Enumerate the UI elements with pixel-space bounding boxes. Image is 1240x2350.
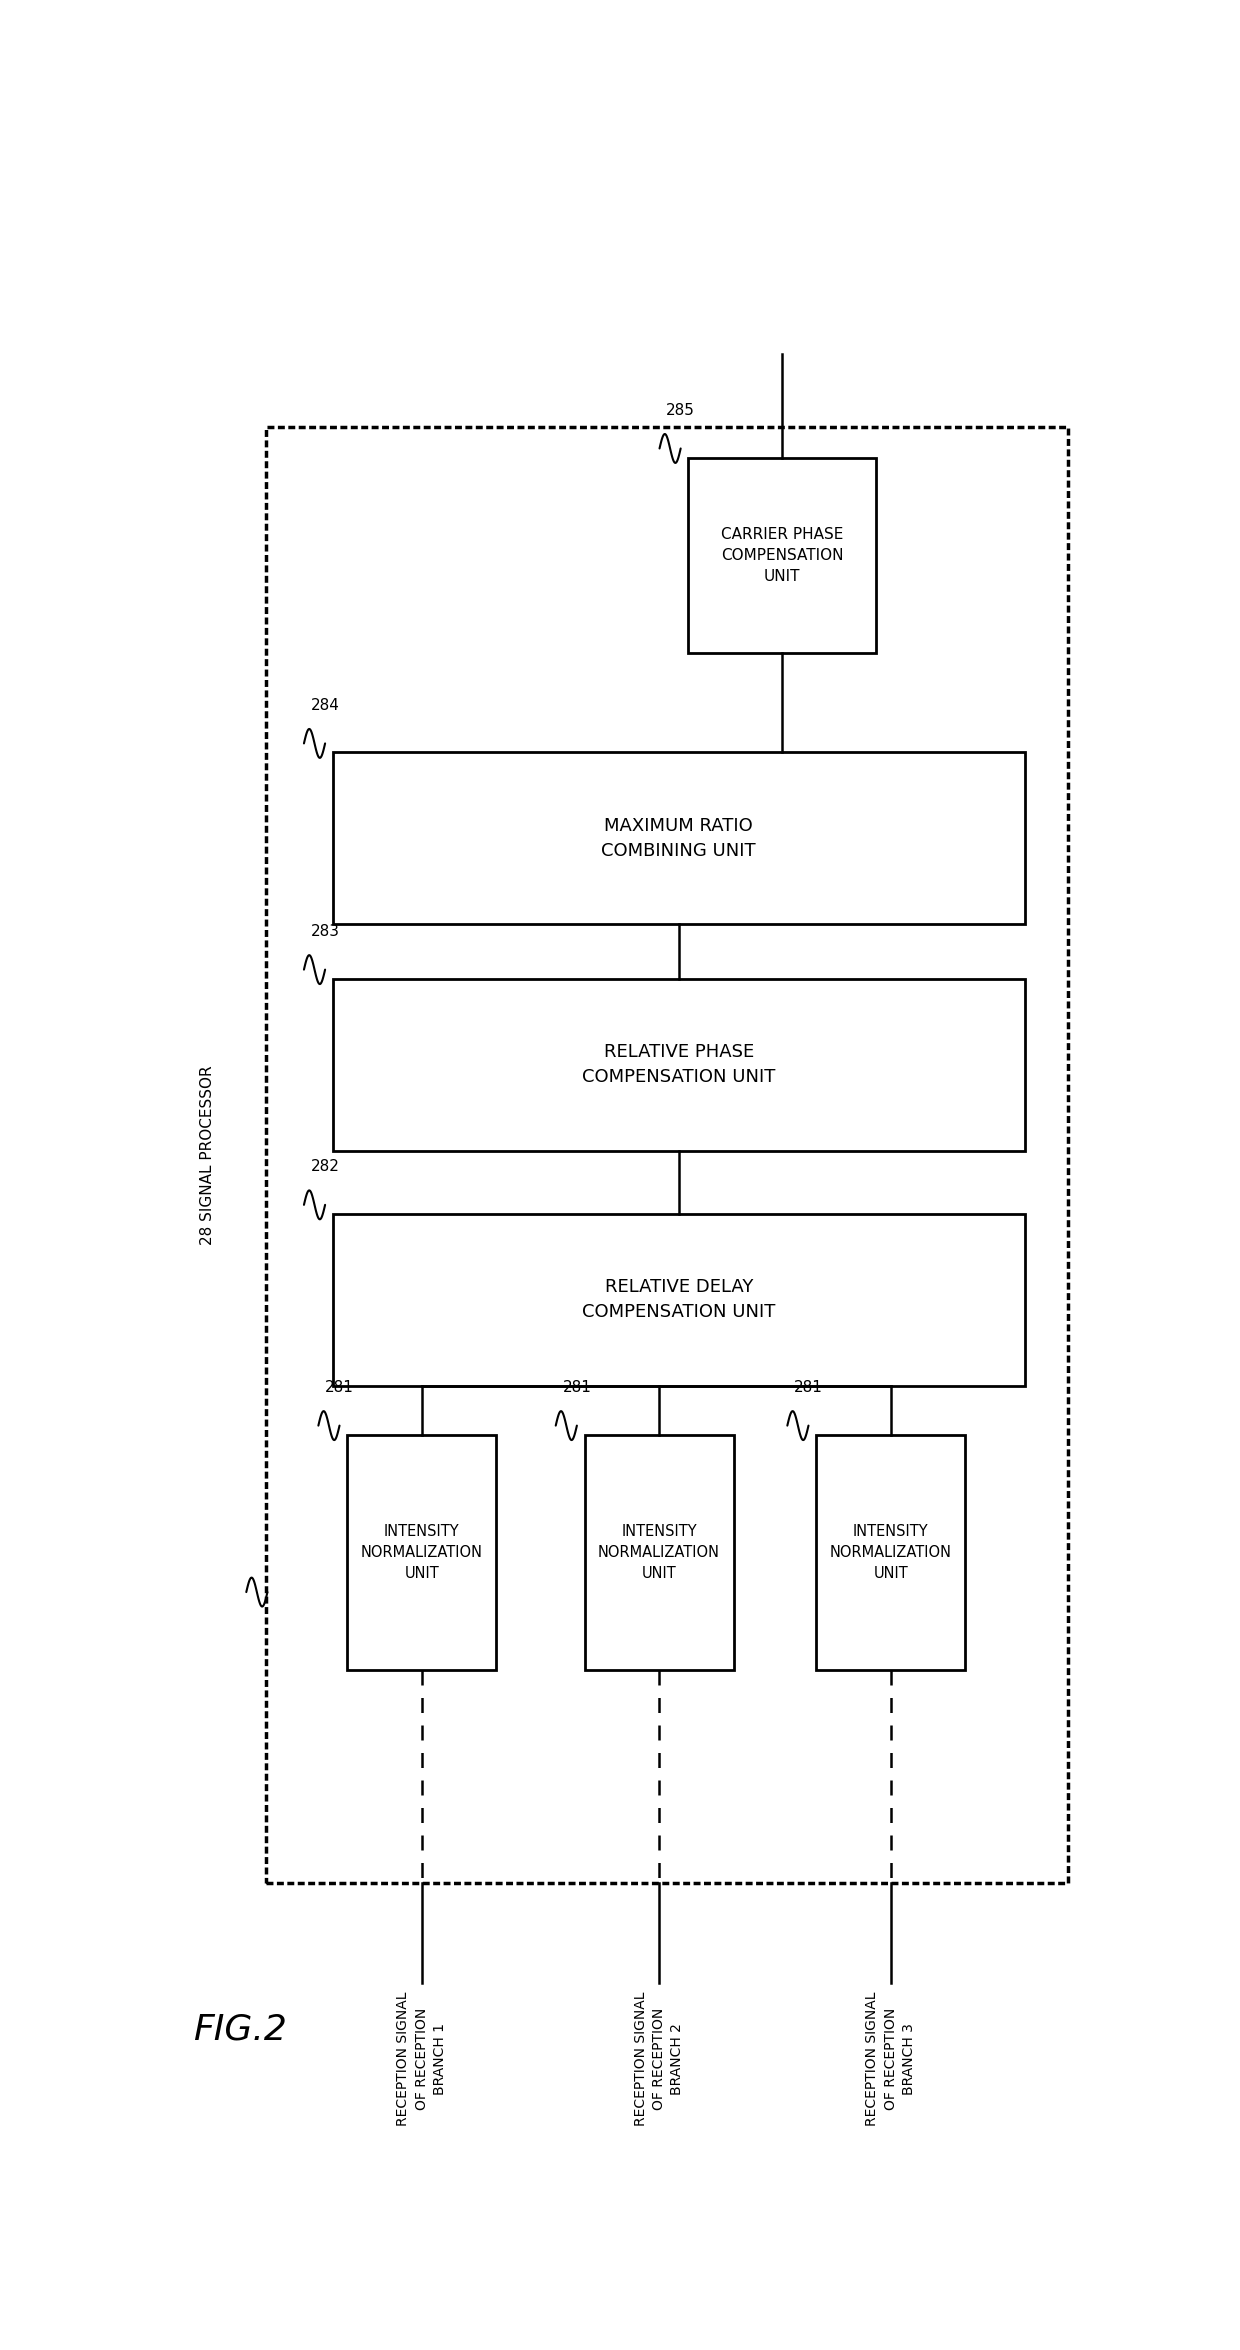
Bar [688, 458, 875, 653]
Text: 283: 283 [310, 924, 340, 940]
Text: INTENSITY
NORMALIZATION
UNIT: INTENSITY NORMALIZATION UNIT [361, 1523, 482, 1582]
Text: 28 SIGNAL PROCESSOR: 28 SIGNAL PROCESSOR [201, 1065, 216, 1246]
Text: INTENSITY
NORMALIZATION
UNIT: INTENSITY NORMALIZATION UNIT [830, 1523, 951, 1582]
Text: RECEPTION SIGNAL
OF RECEPTION
BRANCH 1: RECEPTION SIGNAL OF RECEPTION BRANCH 1 [397, 1993, 448, 2127]
Text: RELATIVE DELAY
COMPENSATION UNIT: RELATIVE DELAY COMPENSATION UNIT [582, 1278, 775, 1321]
Text: FIG.2: FIG.2 [193, 2012, 288, 2047]
Bar [332, 1215, 1024, 1386]
Bar [584, 1434, 734, 1671]
Text: MAXIMUM RATIO
COMBINING UNIT: MAXIMUM RATIO COMBINING UNIT [601, 818, 756, 860]
Text: 281: 281 [325, 1379, 353, 1396]
Text: 281: 281 [794, 1379, 823, 1396]
Text: RELATIVE PHASE
COMPENSATION UNIT: RELATIVE PHASE COMPENSATION UNIT [582, 1043, 775, 1086]
Text: RECEPTION SIGNAL
OF RECEPTION
BRANCH 2: RECEPTION SIGNAL OF RECEPTION BRANCH 2 [634, 1993, 684, 2127]
Text: 281: 281 [563, 1379, 591, 1396]
Bar [347, 1434, 496, 1671]
Text: 284: 284 [311, 698, 340, 712]
Text: 282: 282 [311, 1159, 340, 1175]
Bar [816, 1434, 965, 1671]
Text: CARRIER PHASE
COMPENSATION
UNIT: CARRIER PHASE COMPENSATION UNIT [720, 526, 843, 583]
Text: 285: 285 [666, 402, 696, 418]
Bar [332, 752, 1024, 924]
Bar [265, 428, 1068, 1882]
Bar [332, 978, 1024, 1152]
Text: INTENSITY
NORMALIZATION
UNIT: INTENSITY NORMALIZATION UNIT [598, 1523, 720, 1582]
Text: RECEPTION SIGNAL
OF RECEPTION
BRANCH 3: RECEPTION SIGNAL OF RECEPTION BRANCH 3 [866, 1993, 916, 2127]
